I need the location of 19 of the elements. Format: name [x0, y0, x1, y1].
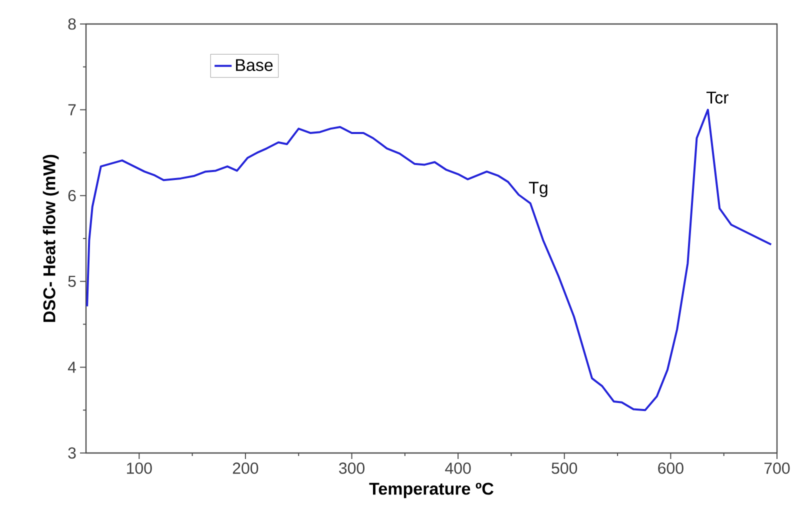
- x-tick-label: 200: [232, 462, 258, 474]
- x-tick-label: 500: [552, 462, 578, 474]
- x-tick-label: 700: [764, 462, 790, 474]
- x-axis-title: Temperature ºC: [369, 482, 494, 498]
- x-tick-label: 300: [339, 462, 364, 474]
- annotation: Tg: [528, 182, 548, 198]
- y-tick-label: 4: [68, 362, 76, 373]
- x-tick-label: 400: [445, 462, 471, 474]
- y-axis-title: DSC- Heat flow (mW): [42, 154, 59, 322]
- line-series: [86, 108, 772, 412]
- y-tick-label: 3: [68, 447, 76, 459]
- legend-label: Base: [236, 59, 273, 72]
- y-tick-label: 7: [68, 104, 76, 116]
- y-tick-label: 6: [68, 190, 76, 202]
- y-tick-label: 8: [68, 18, 76, 30]
- annotation: Tcr: [706, 92, 728, 104]
- y-tick-label: 5: [68, 276, 76, 287]
- x-tick-label: 600: [658, 462, 684, 474]
- x-tick-label: 100: [127, 462, 152, 474]
